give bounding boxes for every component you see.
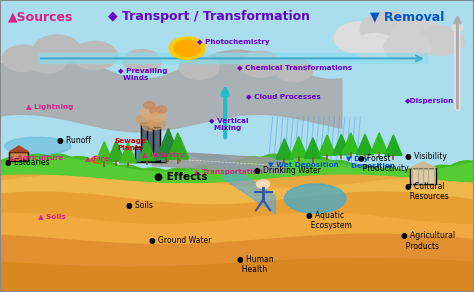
Polygon shape <box>410 162 436 168</box>
Text: ▼ Removal: ▼ Removal <box>371 10 445 23</box>
Circle shape <box>150 107 161 114</box>
Text: ● Human
  Health: ● Human Health <box>237 255 273 274</box>
Polygon shape <box>172 137 189 158</box>
Circle shape <box>240 51 282 77</box>
FancyBboxPatch shape <box>410 168 436 184</box>
Polygon shape <box>385 135 402 155</box>
Text: ● Aquatic
  Ecosystem: ● Aquatic Ecosystem <box>306 211 352 230</box>
Text: ▲ Transportation: ▲ Transportation <box>194 169 263 175</box>
Circle shape <box>72 41 118 69</box>
Circle shape <box>91 156 103 163</box>
Circle shape <box>2 45 45 72</box>
Polygon shape <box>190 155 228 158</box>
FancyBboxPatch shape <box>141 123 148 161</box>
Circle shape <box>152 112 166 121</box>
Text: ● Drinking Water: ● Drinking Water <box>254 166 320 175</box>
Polygon shape <box>119 142 137 163</box>
Text: Sewage
Plants: Sewage Plants <box>114 138 146 151</box>
Text: ● Effects: ● Effects <box>154 172 208 182</box>
Circle shape <box>275 58 313 82</box>
Polygon shape <box>319 135 336 155</box>
FancyBboxPatch shape <box>9 152 28 161</box>
Circle shape <box>148 119 165 129</box>
Polygon shape <box>138 140 155 161</box>
Circle shape <box>140 108 154 117</box>
Circle shape <box>155 106 167 113</box>
Text: ▲ Soils: ▲ Soils <box>38 213 65 219</box>
Polygon shape <box>167 133 188 159</box>
Text: ▲ Industry: ▲ Industry <box>142 152 185 158</box>
Text: ▲Sources: ▲Sources <box>8 10 73 23</box>
Circle shape <box>391 19 443 51</box>
Polygon shape <box>199 158 237 164</box>
Polygon shape <box>333 134 350 155</box>
Polygon shape <box>157 139 174 159</box>
Polygon shape <box>156 128 180 158</box>
Circle shape <box>123 50 161 73</box>
Polygon shape <box>304 138 321 158</box>
Text: ◆ Chemical Transformations: ◆ Chemical Transformations <box>237 64 352 70</box>
Circle shape <box>353 34 396 60</box>
Text: ● Forest
  Productivity: ● Forest Productivity <box>358 154 409 173</box>
Text: ◆ Photochemistry: ◆ Photochemistry <box>197 39 269 45</box>
Text: ● Agricultural
  Products: ● Agricultural Products <box>401 231 455 251</box>
Circle shape <box>96 155 104 160</box>
Text: ● Estuaries: ● Estuaries <box>5 158 49 166</box>
Text: ◆ Vertical
  Mixing: ◆ Vertical Mixing <box>209 118 248 131</box>
Text: ● Visibility: ● Visibility <box>405 152 447 161</box>
Text: ● Cultural
  Resources: ● Cultural Resources <box>405 182 449 201</box>
Polygon shape <box>276 139 293 159</box>
FancyBboxPatch shape <box>147 128 155 161</box>
Text: ◆Dispersion: ◆Dispersion <box>405 98 455 104</box>
Text: ● Runoff: ● Runoff <box>57 136 91 145</box>
FancyBboxPatch shape <box>135 147 166 162</box>
Circle shape <box>28 50 66 73</box>
Polygon shape <box>371 133 388 153</box>
Circle shape <box>33 35 81 64</box>
Circle shape <box>136 114 153 125</box>
Circle shape <box>94 156 103 161</box>
Text: ▲ Lightning: ▲ Lightning <box>26 104 73 110</box>
Text: ▲ Fire: ▲ Fire <box>85 155 109 161</box>
Circle shape <box>360 12 417 47</box>
Circle shape <box>179 55 219 79</box>
Polygon shape <box>96 142 113 162</box>
Circle shape <box>142 120 159 131</box>
Text: ◆ Prevailing
  Winds: ◆ Prevailing Winds <box>118 68 168 81</box>
Circle shape <box>146 114 160 123</box>
Circle shape <box>334 22 386 54</box>
Text: ◆ Cloud Processes: ◆ Cloud Processes <box>246 93 321 99</box>
Polygon shape <box>356 134 374 155</box>
Circle shape <box>256 180 270 188</box>
Polygon shape <box>9 146 28 152</box>
Circle shape <box>417 26 465 55</box>
Text: ▼ Dry
  Deposition: ▼ Dry Deposition <box>346 156 395 168</box>
Polygon shape <box>209 164 246 166</box>
Text: ● Ground Water: ● Ground Water <box>149 237 212 245</box>
FancyBboxPatch shape <box>153 127 160 161</box>
Polygon shape <box>290 137 307 157</box>
Text: ▲ Agriculture: ▲ Agriculture <box>9 155 64 161</box>
Ellipse shape <box>284 184 346 213</box>
Circle shape <box>384 32 431 61</box>
Circle shape <box>174 40 201 56</box>
Polygon shape <box>108 141 125 161</box>
Text: ▼ Wet Deposition: ▼ Wet Deposition <box>268 162 338 168</box>
Polygon shape <box>342 133 359 153</box>
Text: ● Soils: ● Soils <box>126 201 153 210</box>
Ellipse shape <box>5 137 71 155</box>
Text: ◆ Transport / Transformation: ◆ Transport / Transformation <box>108 10 310 23</box>
Circle shape <box>144 102 155 109</box>
Circle shape <box>169 37 205 59</box>
Polygon shape <box>228 166 265 169</box>
